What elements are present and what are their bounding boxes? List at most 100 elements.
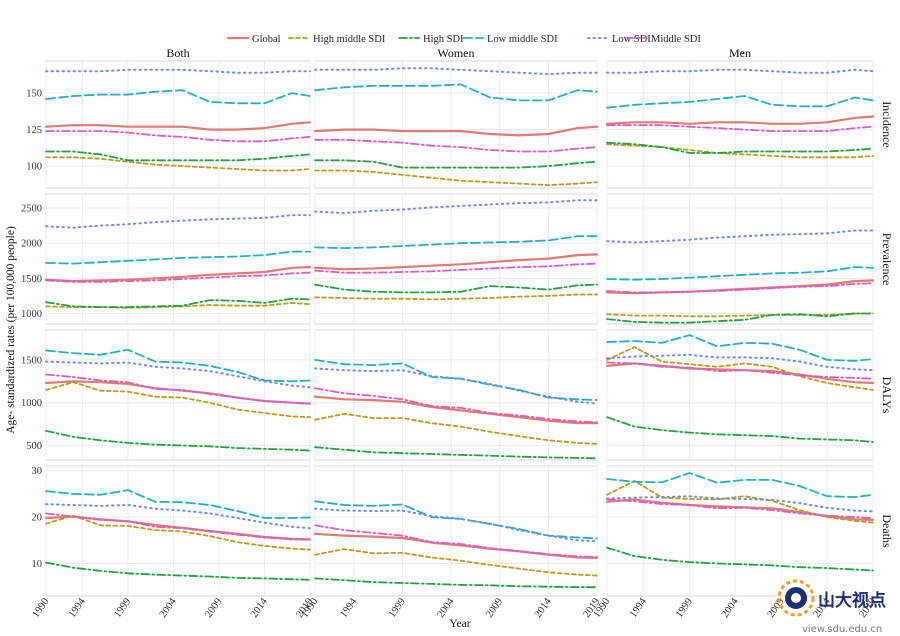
series-line-high-sdi (606, 546, 874, 572)
y-tick-label: 150 (26, 89, 42, 100)
series-line-high-sdi (45, 561, 311, 581)
y-tick-label: 125 (26, 125, 42, 136)
panel-dalys-men (605, 329, 875, 461)
facet-strips: Both Women Men Incidence Prevalence DALYs Deat… (166, 46, 894, 548)
series-line-low-sdi (45, 360, 311, 389)
x-tick-label: 1999 (674, 596, 695, 620)
series-line-middle-sdi (606, 498, 874, 519)
series-line-high-middle-sdi (314, 169, 598, 186)
series-line-low-sdi (45, 503, 311, 530)
series-line-low-middle-sdi (606, 334, 874, 362)
series-line-high-middle-sdi (45, 381, 311, 419)
series-line-low-sdi (45, 68, 311, 74)
panel-dalys-women (313, 329, 599, 461)
x-tick-label: 2004 (158, 596, 179, 620)
panel-dalys-both: 500 1000 1500 (21, 329, 312, 461)
series-line-high-sdi (606, 141, 874, 154)
series-line-low-sdi (606, 495, 874, 513)
panel-prevalence-both: 1000 1500 2000 2500 (21, 193, 312, 325)
y-tick-label: 10 (32, 559, 43, 570)
row-header-prevalence: Prevalence (880, 233, 894, 286)
sdu-logo-icon (777, 579, 815, 617)
series-line-middle-sdi (45, 271, 311, 283)
x-tick-label: 2004 (720, 596, 741, 620)
panel-deaths-women: 1990 1994 1999 2004 2009 2014 2019 (299, 465, 602, 620)
series-line-high-middle-sdi (314, 548, 598, 577)
y-tick-label: 1000 (21, 309, 42, 320)
watermark-brand: 山大视点 (818, 590, 886, 611)
panel-prevalence-men (605, 193, 875, 325)
series-line-global (605, 498, 875, 521)
x-tick-label: 2014 (249, 596, 270, 620)
series-line-middle-sdi (45, 373, 311, 405)
series-line-global (313, 125, 599, 137)
legend-item-low-middle-sdi: Low middle SDI (462, 34, 558, 45)
legend-item-high-sdi: High SDI (398, 34, 464, 45)
legend-label: Low SDI (612, 34, 651, 45)
series-line-middle-sdi (606, 124, 874, 132)
series-line-low-middle-sdi (314, 235, 598, 249)
panel-frame (606, 465, 874, 597)
panel-frame (314, 465, 598, 597)
row-header-incidence: Incidence (880, 101, 894, 148)
x-tick-label: 2009 (766, 596, 787, 620)
series-line-low-sdi (606, 353, 874, 372)
legend-label: Middle SDI (651, 34, 701, 45)
series-line-middle-sdi (314, 524, 598, 558)
y-axis-title: Age- standardized rates (per 100,000 peo… (5, 226, 17, 434)
series-line-low-middle-sdi (606, 95, 874, 109)
y-tick-label: 1000 (21, 398, 42, 409)
legend-label: Global (252, 34, 281, 45)
column-header-both: Both (166, 46, 189, 60)
series-line-low-sdi (606, 68, 874, 74)
series-line-high-middle-sdi (45, 156, 311, 172)
series-line-high-middle-sdi (606, 143, 874, 159)
series-line-high-sdi (606, 312, 874, 324)
panel-incidence-men (605, 60, 875, 189)
panel-incidence-women (313, 60, 599, 189)
series-line-high-sdi (314, 446, 598, 460)
column-header-men: Men (729, 46, 751, 60)
series-line-low-middle-sdi (45, 250, 311, 265)
series-line-global (44, 121, 312, 131)
legend-label: High SDI (423, 34, 464, 45)
legend: Global High middle SDI High SDI Low middle … (226, 34, 701, 45)
series-line-high-middle-sdi (314, 293, 598, 301)
x-tick-label: 1999 (387, 596, 408, 620)
x-tick-label: 1994 (628, 596, 649, 620)
series-line-low-middle-sdi (606, 472, 874, 498)
legend-item-low-sdi: Low SDI (587, 34, 651, 45)
series-line-low-middle-sdi (314, 359, 598, 401)
series-line-middle-sdi (45, 130, 311, 143)
panel-frame (45, 329, 311, 461)
legend-item-high-middle-sdi: High middle SDI (288, 34, 386, 45)
panel-prevalence-women (313, 193, 599, 325)
panel-frame (606, 329, 874, 461)
chart-panels: 100 125 150 1000 1500 2000 2500 500 1000 1500 10 20… (21, 60, 878, 620)
series-line-high-middle-sdi (606, 480, 874, 524)
series-line-high-middle-sdi (606, 312, 874, 318)
series-line-low-sdi (606, 229, 874, 244)
y-tick-label: 20 (32, 513, 43, 524)
series-line-low-middle-sdi (45, 348, 311, 383)
series-line-global (605, 115, 875, 125)
series-line-low-middle-sdi (314, 83, 598, 102)
x-axis-title: Year (449, 618, 470, 630)
x-tick-label: 2009 (203, 596, 224, 620)
series-line-high-sdi (45, 150, 311, 162)
y-tick-label: 1500 (21, 274, 42, 285)
series-line-middle-sdi (606, 282, 874, 294)
series-line-high-sdi (314, 577, 598, 589)
series-line-low-middle-sdi (606, 266, 874, 281)
series-line-low-middle-sdi (45, 489, 311, 519)
panel-frame (314, 60, 598, 189)
row-header-dalys: DALYs (880, 377, 894, 414)
y-tick-label: 2000 (21, 239, 42, 250)
series-line-middle-sdi (314, 138, 598, 153)
panel-incidence-both: 100 125 150 (26, 60, 312, 189)
x-tick-label: 1999 (112, 596, 133, 620)
x-tick-label: 1990 (30, 596, 51, 620)
panel-frame (606, 193, 874, 325)
series-line-global (313, 395, 599, 425)
y-tick-label: 1500 (21, 355, 42, 366)
